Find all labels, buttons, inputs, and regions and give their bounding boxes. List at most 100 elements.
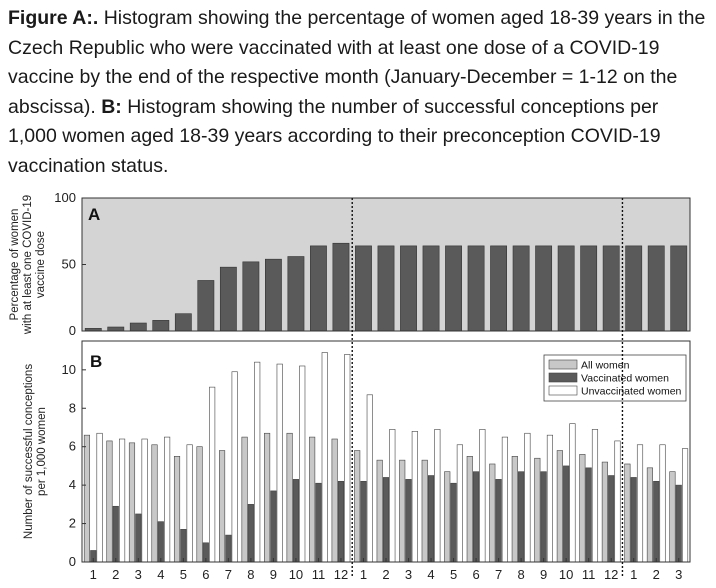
- xtick-label: 1: [360, 567, 367, 582]
- bar-b-unvaccinated-women-19: [501, 436, 508, 563]
- bar-b-all-women-17: [444, 471, 451, 563]
- xtick-label: 6: [472, 567, 479, 582]
- bar-b-all-women-1: [83, 434, 91, 563]
- bar-b-vaccinated-women-19: [495, 479, 502, 563]
- caption-label-a: Figure A:.: [8, 7, 99, 29]
- bar-b-unvaccinated-women-5: [186, 444, 193, 563]
- bar-a-7: [219, 266, 237, 332]
- bar-b-all-women-21: [534, 457, 541, 563]
- xtick-label: 10: [289, 567, 303, 582]
- bar-b-all-women-4: [151, 444, 158, 563]
- panel-a-ylabel-line: Percentage of women: [9, 209, 21, 321]
- bar-a-23: [580, 245, 598, 332]
- bar-b-unvaccinated-women-14: [389, 429, 396, 563]
- panel-b-ytick-label: 4: [69, 477, 76, 492]
- legend-entry: All women: [581, 360, 630, 372]
- bar-b-unvaccinated-women-7: [231, 371, 238, 563]
- bar-a-6: [197, 280, 215, 332]
- bar-b-all-women-22: [556, 450, 563, 563]
- xtick-label: 8: [247, 567, 254, 582]
- xtick-label: 12: [604, 567, 618, 582]
- panel-a-vaccination-chart: 0 50 100 A Percentage of women with at least …: [9, 190, 691, 338]
- bar-b-unvaccinated-women-4: [164, 436, 171, 563]
- bar-b-all-women-9: [264, 432, 271, 563]
- bar-b-vaccinated-women-17: [450, 482, 457, 563]
- bar-b-vaccinated-women-27: [675, 484, 682, 563]
- panel-a-ytick-label: 50: [62, 257, 76, 272]
- bar-a-2: [107, 326, 125, 332]
- xtick-label: 7: [225, 567, 232, 582]
- bar-a-25: [625, 245, 643, 332]
- bar-a-18: [467, 245, 485, 332]
- bar-b-vaccinated-women-4: [157, 521, 164, 563]
- panel-a-ylabel-line: vaccine dose: [35, 231, 47, 298]
- panel-b-ytick-label: 6: [69, 439, 76, 454]
- caption-label-b: B:: [101, 95, 122, 118]
- bar-b-vaccinated-women-14: [382, 477, 390, 563]
- panel-b-label: B: [90, 352, 102, 371]
- bar-b-all-women-16: [421, 459, 428, 563]
- bar-b-unvaccinated-women-25: [636, 444, 644, 563]
- panel-b-ytick-label: 8: [69, 400, 76, 415]
- bar-b-vaccinated-women-2: [112, 505, 119, 563]
- bar-b-vaccinated-women-21: [540, 471, 547, 563]
- bar-b-all-women-15: [399, 459, 406, 563]
- bar-b-all-women-23: [579, 454, 586, 563]
- bar-b-unvaccinated-women-3: [141, 438, 148, 563]
- bar-a-8: [242, 261, 260, 332]
- bar-a-15: [400, 245, 417, 332]
- bar-b-vaccinated-women-16: [427, 475, 435, 563]
- legend-entry: Vaccinated women: [581, 373, 669, 385]
- bar-a-19: [490, 245, 507, 332]
- bar-b-vaccinated-women-18: [473, 471, 480, 563]
- xtick-label: 11: [582, 567, 596, 582]
- bar-b-vaccinated-women-26: [653, 480, 660, 563]
- bar-b-vaccinated-women-20: [518, 471, 525, 563]
- bar-b-vaccinated-women-8: [247, 504, 254, 563]
- bar-b-vaccinated-women-23: [585, 467, 592, 563]
- bar-b-vaccinated-women-10: [292, 479, 299, 563]
- bar-b-vaccinated-women-9: [270, 490, 277, 563]
- xtick-label: 3: [405, 567, 412, 582]
- bar-b-unvaccinated-women-16: [434, 429, 441, 563]
- bar-b-all-women-20: [511, 456, 518, 563]
- bar-a-5: [174, 313, 192, 332]
- bar-b-all-women-19: [489, 463, 496, 563]
- legend-entry: Unvaccinated women: [581, 386, 682, 398]
- legend-swatch-unvaccinated-women: [548, 385, 578, 396]
- panel-a-label: A: [88, 205, 100, 224]
- bar-b-vaccinated-women-3: [135, 513, 142, 563]
- xtick-label: 5: [450, 567, 457, 582]
- xtick-label: 4: [157, 567, 164, 582]
- bar-b-vaccinated-women-13: [360, 480, 367, 563]
- panel-b-conceptions-chart: 0 2 4 6 8 10 B Number of successful conceptions…: [23, 340, 691, 569]
- bar-b-vaccinated-women-7: [225, 534, 232, 563]
- xtick-label: 12: [334, 567, 348, 582]
- bar-b-vaccinated-women-11: [315, 482, 322, 563]
- bar-a-16: [422, 245, 440, 332]
- bar-b-unvaccinated-women-6: [209, 386, 216, 563]
- bar-a-9: [265, 258, 282, 332]
- xtick-label: 2: [112, 567, 119, 582]
- bar-b-unvaccinated-women-11: [321, 352, 328, 563]
- bar-a-12: [332, 242, 350, 332]
- bar-b-vaccinated-women-25: [630, 477, 637, 563]
- caption-text-a: Histogram showing the percentage of wome…: [8, 7, 706, 118]
- bar-b-unvaccinated-women-17: [456, 444, 463, 563]
- bar-b-unvaccinated-women-18: [479, 429, 486, 563]
- caption-text-b: Histogram showing the number of successf…: [8, 95, 661, 177]
- xtick-label: 10: [559, 567, 573, 582]
- bar-b-all-women-12: [331, 438, 338, 563]
- xtick-label: 9: [270, 567, 277, 582]
- bar-a-21: [535, 245, 553, 332]
- xtick-label: 7: [495, 567, 502, 582]
- bar-b-unvaccinated-women-22: [569, 423, 576, 563]
- xtick-label: 1: [90, 567, 97, 582]
- bar-b-unvaccinated-women-20: [524, 432, 531, 563]
- bar-a-13: [355, 245, 372, 332]
- bar-b-all-women-6: [196, 446, 203, 563]
- figure-caption: Figure A:. Histogram showing the percent…: [8, 4, 708, 181]
- shared-x-axis: 1 2 3 4 5 6 7 8 9 10 11 12 1 2 3 4 5 6 7 8 9 10 11 12 1 2 3: [90, 198, 682, 582]
